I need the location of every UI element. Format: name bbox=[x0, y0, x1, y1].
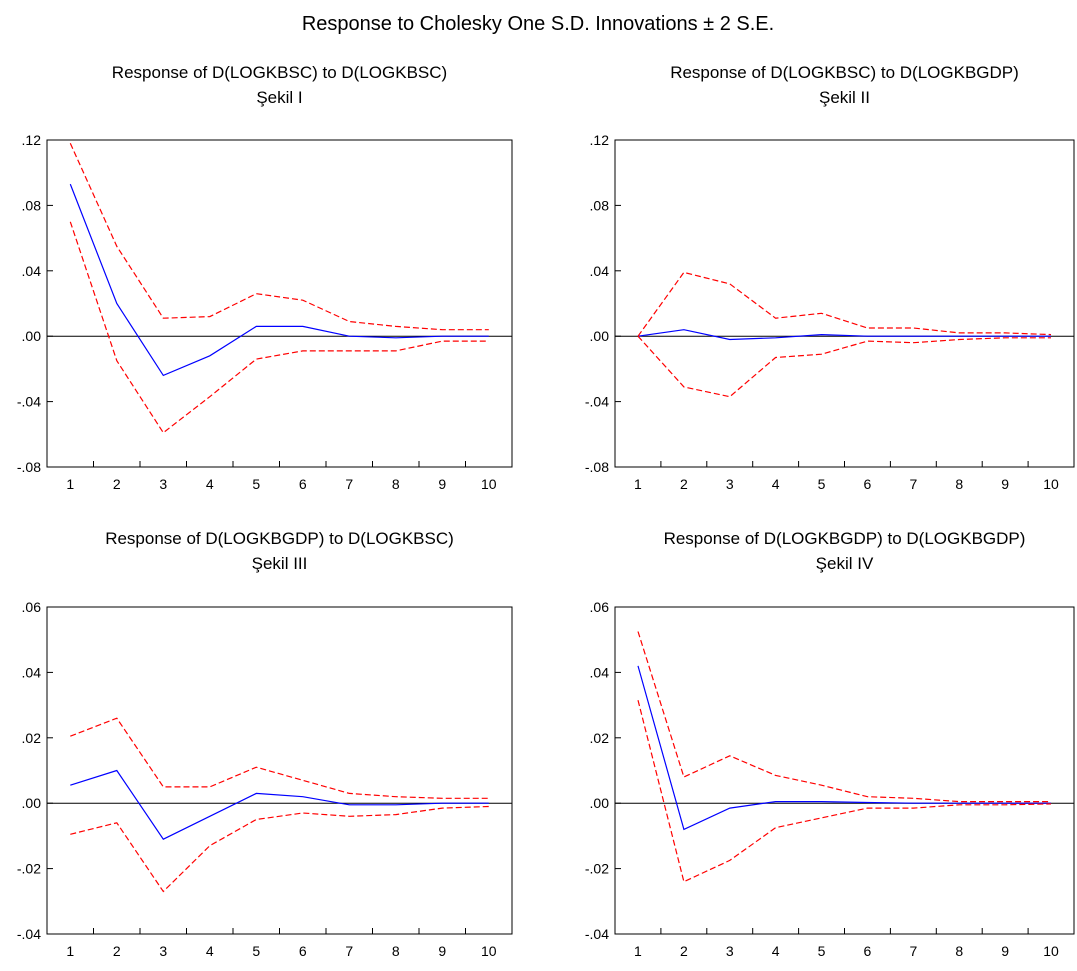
y-tick-label: .08 bbox=[22, 197, 42, 213]
panel-title: Response of D(LOGKBSC) to D(LOGKBSC) bbox=[112, 63, 447, 82]
x-tick-label: 1 bbox=[634, 943, 642, 959]
x-tick-label: 9 bbox=[1001, 476, 1009, 492]
x-tick-label: 8 bbox=[392, 943, 400, 959]
y-tick-label: .00 bbox=[590, 795, 610, 811]
response-line bbox=[637, 329, 1051, 341]
x-tick-label: 1 bbox=[66, 476, 74, 492]
chart-panel-2: Response of D(LOGKBSC) to D(LOGKBGDP) Şek… bbox=[585, 63, 1075, 492]
plot-frame bbox=[614, 139, 1075, 468]
x-tick-label: 9 bbox=[438, 943, 446, 959]
x-tick-label: 1 bbox=[66, 943, 74, 959]
y-tick-label: .02 bbox=[590, 730, 610, 746]
panel-subtitle: Şekil II bbox=[819, 88, 870, 107]
plot-frame bbox=[614, 606, 1075, 935]
x-tick-label: 10 bbox=[1043, 943, 1059, 959]
x-tick-label: 8 bbox=[955, 943, 963, 959]
upper-band-line bbox=[637, 631, 1051, 803]
upper-band-line bbox=[637, 271, 1052, 337]
x-tick-label: 5 bbox=[252, 943, 260, 959]
chart-panel-1: Response of D(LOGKBSC) to D(LOGKBSC) Şeki… bbox=[17, 63, 513, 492]
x-tick-label: 8 bbox=[392, 476, 400, 492]
response-line bbox=[637, 665, 1051, 831]
y-tick-label: .04 bbox=[590, 664, 610, 680]
y-tick-label: .12 bbox=[22, 132, 42, 148]
y-tick-label: -.04 bbox=[585, 926, 609, 942]
x-tick-label: 9 bbox=[1001, 943, 1009, 959]
panel-subtitle: Şekil IV bbox=[816, 554, 874, 573]
y-tick-label: -.02 bbox=[17, 861, 41, 877]
y-tick-label: .04 bbox=[22, 664, 42, 680]
x-tick-label: 3 bbox=[159, 943, 167, 959]
figure-title: Response to Cholesky One S.D. Innovation… bbox=[302, 13, 774, 35]
panel-title: Response of D(LOGKBGDP) to D(LOGKBGDP) bbox=[664, 529, 1026, 548]
x-tick-label: 4 bbox=[772, 943, 780, 959]
x-tick-label: 9 bbox=[438, 476, 446, 492]
x-tick-label: 8 bbox=[955, 476, 963, 492]
x-tick-label: 3 bbox=[726, 476, 734, 492]
x-tick-label: 7 bbox=[345, 943, 353, 959]
x-tick-label: 5 bbox=[252, 476, 260, 492]
panel-title: Response of D(LOGKBGDP) to D(LOGKBSC) bbox=[105, 529, 454, 548]
y-tick-label: .06 bbox=[590, 599, 610, 615]
upper-band-line bbox=[70, 717, 489, 799]
y-tick-label: .00 bbox=[590, 328, 610, 344]
y-tick-label: -.04 bbox=[17, 394, 41, 410]
y-tick-label: .04 bbox=[590, 263, 610, 279]
x-tick-label: 6 bbox=[299, 476, 307, 492]
chart-panel-4: Response of D(LOGKBGDP) to D(LOGKBGDP) Şe… bbox=[585, 529, 1075, 959]
y-tick-label: .06 bbox=[22, 599, 42, 615]
panel-subtitle: Şekil III bbox=[252, 554, 308, 573]
lower-band-line bbox=[69, 221, 489, 434]
x-tick-label: 2 bbox=[113, 943, 121, 959]
x-tick-label: 6 bbox=[299, 943, 307, 959]
x-tick-label: 4 bbox=[206, 476, 214, 492]
y-tick-label: -.02 bbox=[585, 861, 609, 877]
y-tick-label: .08 bbox=[590, 197, 610, 213]
x-tick-label: 4 bbox=[772, 476, 780, 492]
y-tick-label: -.04 bbox=[585, 394, 609, 410]
x-tick-label: 5 bbox=[818, 476, 826, 492]
x-tick-label: 6 bbox=[864, 943, 872, 959]
y-tick-label: .00 bbox=[22, 795, 42, 811]
x-tick-label: 2 bbox=[113, 476, 121, 492]
panel-title: Response of D(LOGKBSC) to D(LOGKBGDP) bbox=[670, 63, 1019, 82]
x-tick-label: 6 bbox=[864, 476, 872, 492]
x-tick-label: 7 bbox=[909, 943, 917, 959]
response-line bbox=[70, 769, 489, 840]
x-tick-label: 3 bbox=[726, 943, 734, 959]
response-line bbox=[69, 183, 489, 377]
x-tick-label: 10 bbox=[1043, 476, 1059, 492]
y-tick-label: .12 bbox=[590, 132, 610, 148]
x-tick-label: 4 bbox=[206, 943, 214, 959]
upper-band-line bbox=[69, 143, 489, 331]
panel-subtitle: Şekil I bbox=[256, 88, 302, 107]
y-tick-label: .04 bbox=[22, 263, 42, 279]
x-tick-label: 10 bbox=[481, 943, 497, 959]
lower-band-line bbox=[70, 805, 489, 893]
lower-band-line bbox=[637, 700, 1052, 883]
x-tick-label: 10 bbox=[481, 476, 497, 492]
x-tick-label: 7 bbox=[345, 476, 353, 492]
y-tick-label: .00 bbox=[22, 328, 42, 344]
x-tick-label: 7 bbox=[909, 476, 917, 492]
x-tick-label: 2 bbox=[680, 943, 688, 959]
y-tick-label: .02 bbox=[22, 730, 42, 746]
chart-panel-3: Response of D(LOGKBGDP) to D(LOGKBSC) Şek… bbox=[17, 529, 513, 959]
y-tick-label: -.04 bbox=[17, 926, 41, 942]
x-tick-label: 5 bbox=[818, 943, 826, 959]
lower-band-line bbox=[637, 335, 1051, 398]
x-tick-label: 3 bbox=[159, 476, 167, 492]
y-tick-label: -.08 bbox=[17, 459, 41, 475]
y-tick-label: -.08 bbox=[585, 459, 609, 475]
x-tick-label: 1 bbox=[634, 476, 642, 492]
x-tick-label: 2 bbox=[680, 476, 688, 492]
